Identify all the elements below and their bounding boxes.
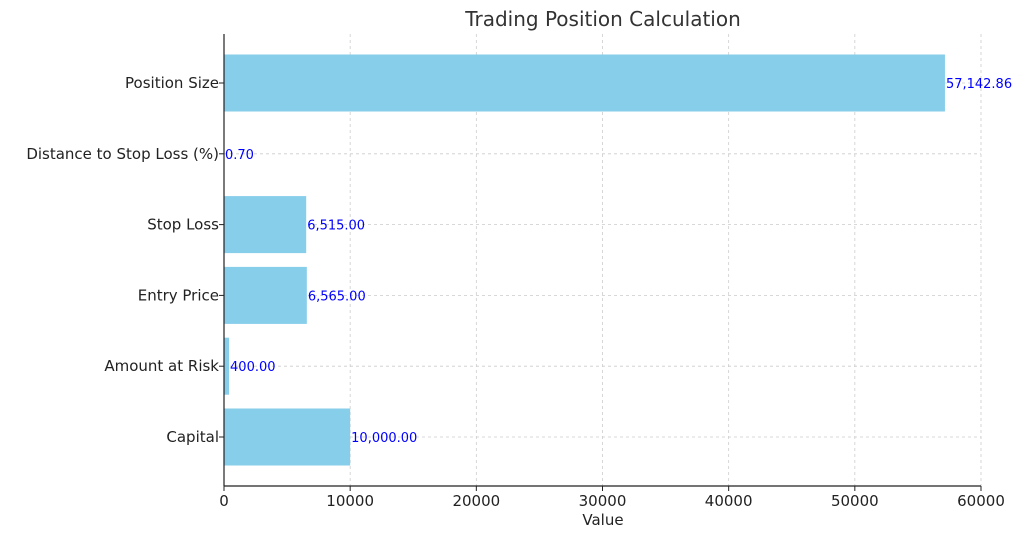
data-label: 0.70: [225, 148, 254, 163]
y-tick-label: Stop Loss: [147, 216, 219, 234]
chart-title: Trading Position Calculation: [464, 7, 741, 31]
bar: [224, 54, 945, 112]
x-tick-label: 30000: [579, 492, 627, 510]
y-tick-label: Distance to Stop Loss (%): [26, 145, 219, 163]
x-axis-ticks: 0 10000 20000 30000 40000 50000 60000: [219, 486, 1005, 510]
data-label: 10,000.00: [351, 431, 417, 446]
x-tick-label: 20000: [452, 492, 500, 510]
y-tick-label: Entry Price: [138, 286, 219, 304]
x-tick-label: 0: [219, 492, 229, 510]
bar: [224, 408, 351, 466]
x-tick-label: 40000: [705, 492, 753, 510]
y-tick-label: Capital: [166, 428, 219, 446]
bar: [224, 337, 230, 395]
y-tick-label: Position Size: [125, 74, 219, 92]
bars: [224, 54, 945, 466]
y-tick-label: Amount at Risk: [104, 357, 219, 375]
data-label: 400.00: [230, 360, 276, 375]
data-labels: 10,000.00 400.00 6,565.00 6,515.00 0.70 57,14…: [225, 77, 1012, 446]
x-tick-label: 60000: [957, 492, 1005, 510]
x-axis-title: Value: [582, 511, 623, 529]
x-tick-label: 50000: [831, 492, 879, 510]
data-label: 6,515.00: [307, 219, 365, 234]
data-label: 6,565.00: [308, 289, 366, 304]
x-tick-label: 10000: [326, 492, 374, 510]
y-axis-ticks: Capital Amount at Risk Entry Price Stop Los…: [26, 74, 224, 446]
data-label: 57,142.86: [946, 77, 1012, 92]
bar: [224, 196, 307, 254]
bar: [224, 266, 307, 324]
